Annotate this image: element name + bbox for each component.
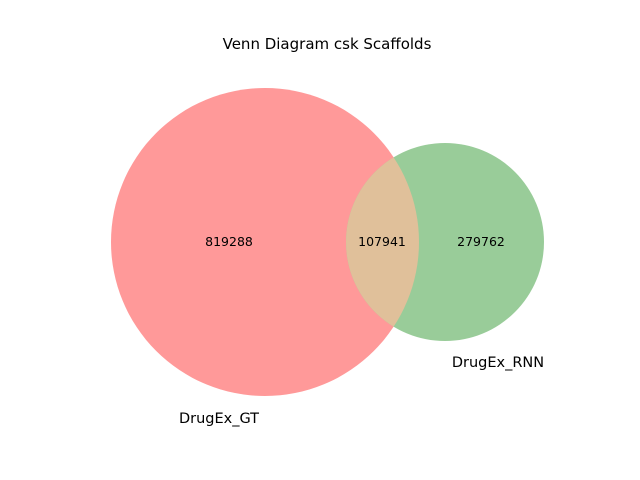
count-drugex-rnn-only: 279762: [457, 234, 505, 249]
set-label-drugex-gt: DrugEx_GT: [179, 411, 259, 427]
set-label-drugex-rnn: DrugEx_RNN: [452, 355, 544, 371]
intersection-region: [346, 143, 419, 341]
diagram-title: Venn Diagram csk Scaffolds: [223, 35, 432, 53]
set-circle-drugex-gt: [111, 88, 419, 396]
count-intersection: 107941: [358, 234, 406, 249]
count-drugex-gt-only: 819288: [205, 234, 253, 249]
